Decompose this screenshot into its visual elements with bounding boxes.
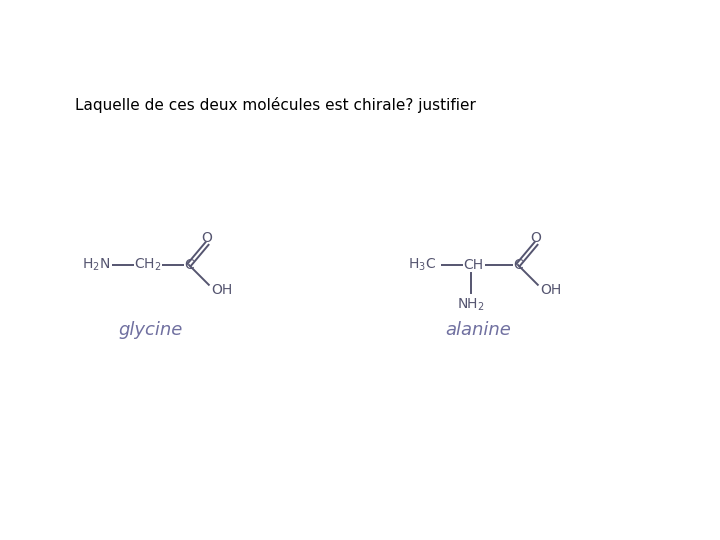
Text: O: O: [531, 231, 541, 245]
Text: OH: OH: [211, 283, 232, 297]
Text: Laquelle de ces deux molécules est chirale? justifier: Laquelle de ces deux molécules est chira…: [75, 97, 476, 113]
Text: O: O: [202, 231, 212, 245]
Text: C: C: [513, 258, 523, 272]
Text: C: C: [184, 258, 194, 272]
Text: glycine: glycine: [118, 321, 183, 339]
Text: H$_2$N: H$_2$N: [82, 257, 110, 273]
Text: CH: CH: [463, 258, 483, 272]
Text: H$_3$C: H$_3$C: [408, 257, 436, 273]
Text: NH$_2$: NH$_2$: [457, 297, 485, 313]
Text: OH: OH: [540, 283, 561, 297]
Text: alanine: alanine: [445, 321, 510, 339]
Text: CH$_2$: CH$_2$: [134, 257, 161, 273]
